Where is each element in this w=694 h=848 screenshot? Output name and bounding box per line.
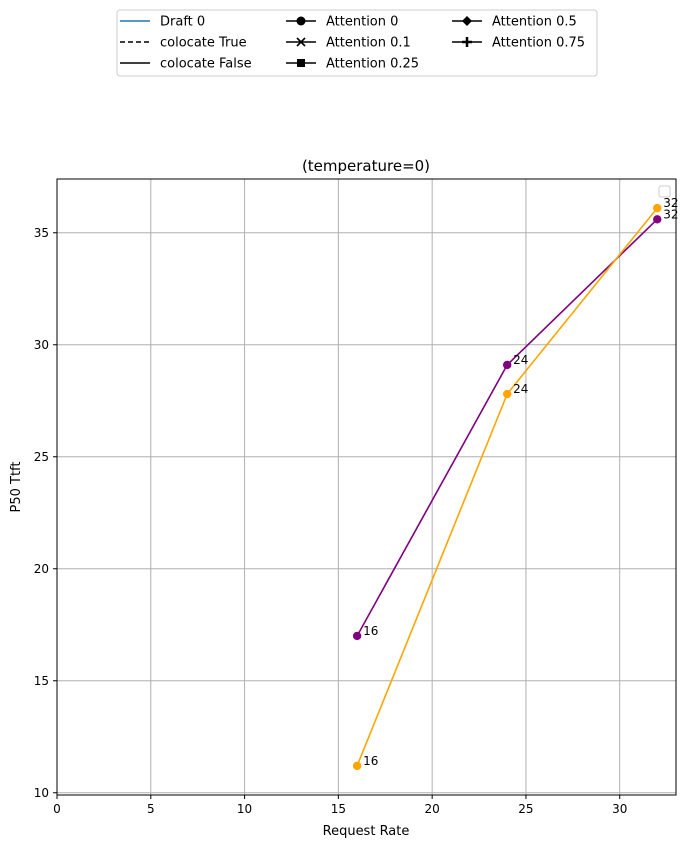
legend: Draft 0 colocate True colocate False Attent… — [116, 9, 598, 77]
y-tick-label: 10 — [34, 786, 49, 800]
x-tick-label: 10 — [237, 802, 252, 816]
legend-label: Attention 0.75 — [492, 36, 585, 51]
series-point — [502, 389, 512, 399]
series-point — [352, 631, 362, 641]
x-tick-label: 30 — [612, 802, 627, 816]
legend-label: Attention 0.1 — [326, 36, 411, 51]
legend-marker — [297, 59, 305, 67]
legend-label: Attention 0 — [326, 15, 398, 30]
chart-title: (temperature=0) — [302, 157, 430, 175]
data-label: 24 — [513, 353, 528, 367]
y-axis-ticks: 10 15 20 25 30 35 — [34, 226, 57, 800]
y-tick-label: 30 — [34, 338, 49, 352]
data-label: 16 — [363, 754, 378, 768]
legend-frame — [116, 9, 598, 77]
legend-marker — [296, 37, 306, 47]
series-point — [352, 761, 362, 771]
y-tick-label: 15 — [34, 674, 49, 688]
legend-marker — [296, 16, 306, 26]
x-tick-label: 0 — [53, 802, 61, 816]
series-layer: 16 24 32 16 24 32 — [352, 196, 679, 771]
data-label: 32 — [663, 196, 678, 210]
x-tick-label: 25 — [518, 802, 533, 816]
data-label: 32 — [663, 207, 678, 221]
y-tick-label: 35 — [34, 226, 49, 240]
legend-label: Attention 0.25 — [326, 57, 419, 72]
legend-label: Draft 0 — [160, 15, 205, 30]
series-point — [653, 203, 662, 213]
data-label: 16 — [363, 624, 378, 638]
y-axis-label: P50 Ttft — [9, 462, 24, 513]
x-axis-label: Request Rate — [323, 824, 410, 839]
data-label: 24 — [513, 382, 528, 396]
legend-label: colocate False — [160, 57, 252, 72]
series-point — [653, 215, 662, 224]
x-tick-label: 20 — [425, 802, 440, 816]
legend-label: Attention 0.5 — [492, 15, 577, 30]
x-axis-ticks: 0 5 10 15 20 25 30 — [53, 795, 627, 816]
plot-area: 16 24 32 16 24 32 0 5 10 15 20 25 30 10 15 20 25 30 35 — [34, 178, 679, 816]
legend-label: colocate True — [160, 36, 247, 51]
series-point — [502, 360, 512, 370]
empty-legend-box — [658, 185, 671, 198]
x-tick-label: 5 — [147, 802, 155, 816]
x-tick-label: 15 — [331, 802, 346, 816]
y-tick-label: 20 — [34, 562, 49, 576]
legend-marker — [462, 16, 472, 26]
y-tick-label: 25 — [34, 450, 49, 464]
axes-frame — [56, 178, 677, 796]
